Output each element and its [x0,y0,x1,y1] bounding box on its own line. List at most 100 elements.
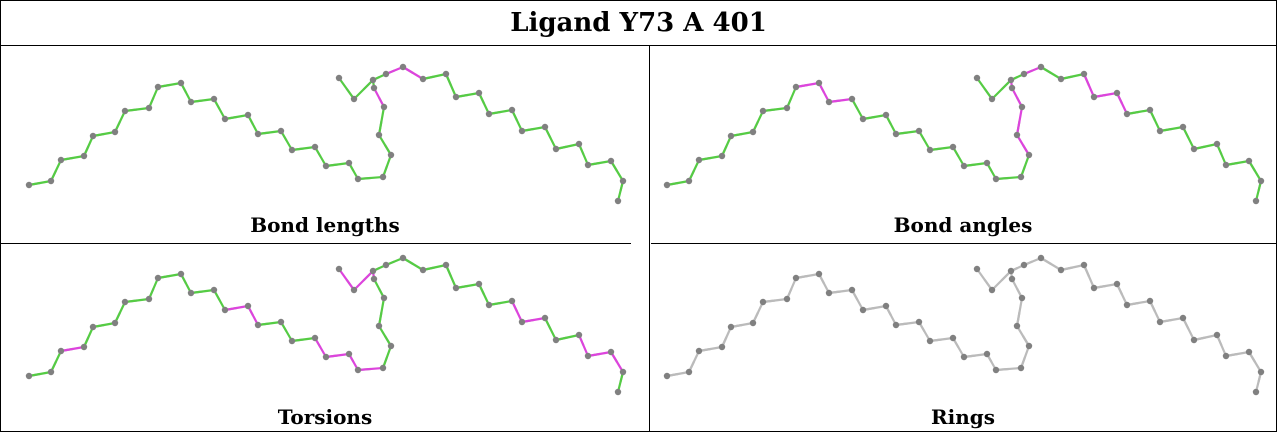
atom [350,95,358,103]
rings-caption: Rings [930,405,995,429]
bond [884,304,898,327]
bond [1015,105,1024,137]
bond-angles-molecule [663,63,1265,205]
atom [288,146,296,154]
atom [949,334,957,342]
atom [992,175,1000,183]
atom [369,267,377,275]
atom [345,159,353,167]
atom [848,95,856,103]
atom [322,162,330,170]
atom [382,261,390,269]
atom [541,314,549,322]
atom [1146,106,1154,114]
bond [313,145,328,168]
bond [951,336,966,359]
atom [121,298,129,306]
atom [1025,151,1033,159]
atom [685,177,693,185]
atom [1113,280,1121,288]
bond [928,145,955,152]
atom [783,295,791,303]
bond [377,105,386,137]
bond [212,97,227,121]
atom [792,274,800,282]
atom [80,152,88,160]
bond [917,129,932,152]
atom [335,74,343,82]
atom [154,274,162,282]
atom [1113,89,1121,97]
atom [177,270,185,278]
atom [759,298,767,306]
atom [382,70,390,78]
bond [91,130,117,138]
bond [990,269,1013,292]
bond [91,321,117,329]
atom [825,289,833,297]
bond [761,106,789,113]
atom [552,336,560,344]
bond [1015,324,1031,348]
bond [147,85,160,110]
atom [960,353,968,361]
atom [915,127,923,135]
bond [179,81,193,104]
row-divider-right [651,243,1276,244]
atom [695,156,703,164]
bond [1010,86,1024,109]
atom [727,132,735,140]
bond [377,296,386,328]
atom [1190,336,1198,344]
atom [277,127,285,135]
bond [352,269,375,292]
bond [697,345,724,353]
bond [1019,344,1031,370]
atom [1252,197,1260,205]
atom [983,159,991,167]
bond [246,304,260,327]
atom [1245,157,1253,165]
bond [510,299,524,324]
bond [1181,125,1196,151]
atom [89,132,97,140]
bond [962,352,989,359]
atom [335,265,343,273]
bond [1254,179,1263,203]
bond [616,370,625,394]
atom [322,353,330,361]
atom [926,337,934,345]
atom [57,347,65,355]
bond [27,179,53,187]
bond [1148,299,1162,324]
bond [487,299,514,307]
bond [687,349,701,374]
atom [379,173,387,181]
atom [244,111,252,119]
bond [290,336,317,343]
atom [992,366,1000,374]
bond [609,350,625,374]
atom [1018,294,1026,302]
bond-lengths-panel [13,59,645,215]
atom [1017,173,1025,181]
bond [962,161,989,168]
atom [210,95,218,103]
atom [882,302,890,310]
atom [541,123,549,131]
bond-angles-panel [651,59,1277,215]
bond [377,133,393,157]
bond [1224,159,1251,167]
atom [1080,261,1088,269]
atom [1007,267,1015,275]
atom [210,286,218,294]
atom [1252,388,1260,396]
atom [1257,177,1265,185]
atom [892,321,900,329]
atom [1213,331,1221,339]
atom [1037,63,1045,71]
atom [442,261,450,269]
bond [313,336,328,359]
bond [1254,370,1263,394]
atom [727,323,735,331]
